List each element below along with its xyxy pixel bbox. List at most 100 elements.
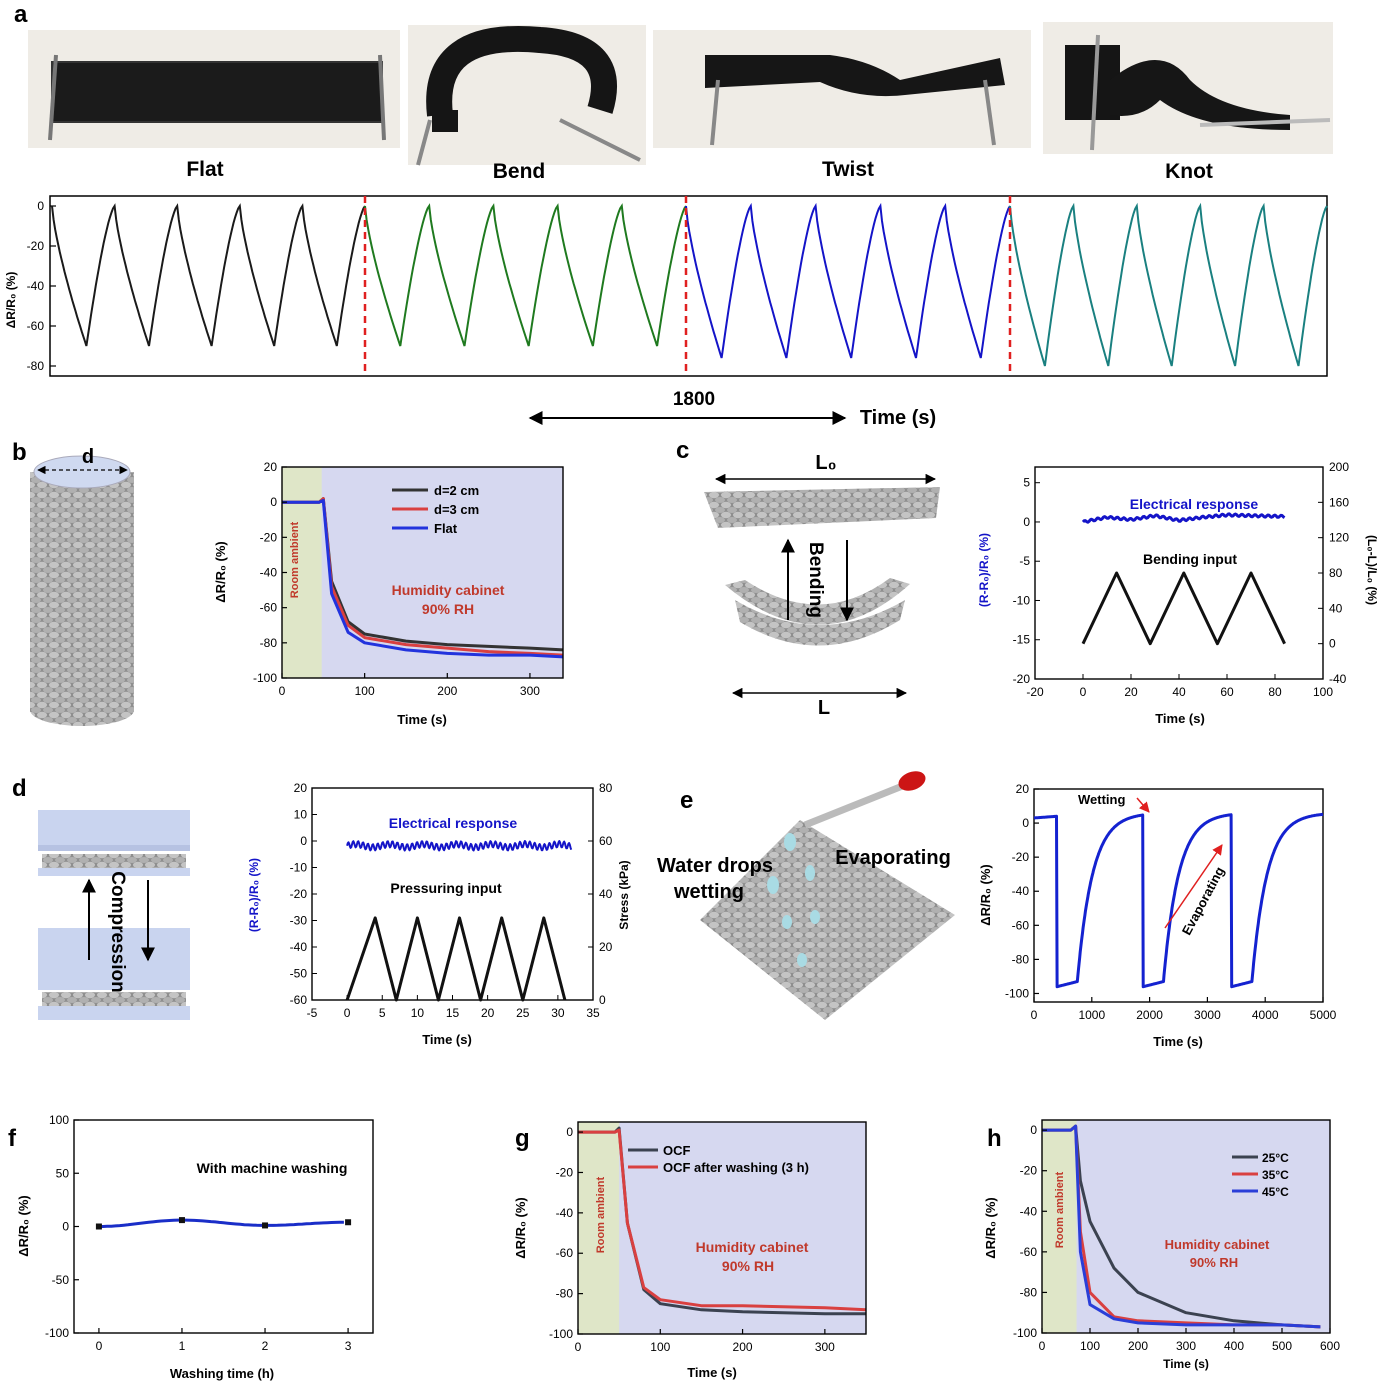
wetting-diagram: Water drops wetting Evaporating — [657, 771, 955, 1020]
d-xtick-label: 0 — [344, 1006, 351, 1020]
chart-g-ytick-label: -100 — [549, 1327, 573, 1341]
c-xtick-label: 60 — [1220, 685, 1234, 699]
e-series — [1033, 812, 1324, 989]
chart-f: 100 50 0 -50 -100 0 1 2 3 With machine washing ΔR/… — [16, 1113, 374, 1381]
b-legend-label: d=2 cm — [434, 483, 479, 498]
water-drops-label-2: wetting — [673, 881, 744, 903]
chart-e-xtick-label: 3000 — [1194, 1008, 1221, 1022]
chart-b-xtick-label: 100 — [355, 684, 375, 698]
d-ytick-right-label: 20 — [599, 940, 613, 954]
e-annot-wetting: Wetting — [1078, 792, 1125, 807]
chart-e: 200-20-40-60-80-1000 1000 2000 3000 4000 5000… — [978, 782, 1337, 1049]
photo-flat — [28, 30, 400, 148]
d-xtick-label: 10 — [411, 1006, 425, 1020]
chart-e-ytick-label: -40 — [1012, 884, 1030, 898]
panel-label-b: b — [12, 439, 27, 466]
d-ytick-label: 20 — [294, 781, 308, 795]
a-ytick-label: -80 — [27, 359, 45, 373]
d-label-bottom: Pressuring input — [390, 880, 502, 896]
c-ytick-label: -5 — [1019, 554, 1030, 568]
panel-label-f: f — [8, 1125, 17, 1152]
chart-e-ytick-label: -20 — [1012, 850, 1030, 864]
c-xlabel: Time (s) — [1155, 711, 1205, 726]
b-region-right-2: 90% RH — [422, 601, 474, 617]
f-series — [98, 1218, 344, 1228]
d-xtick-label: 5 — [379, 1006, 386, 1020]
c-ytick-label: -15 — [1013, 633, 1031, 647]
c-xtick-label: 0 — [1080, 685, 1087, 699]
chart-g-xtick-label: 200 — [733, 1340, 753, 1354]
l0-label: L₀ — [815, 452, 836, 474]
c-ytick-label: -20 — [1013, 672, 1031, 686]
chart-h-xtick-label: 100 — [1080, 1339, 1100, 1353]
b-xlabel: Time (s) — [397, 712, 447, 727]
g-region-ambient — [578, 1122, 620, 1334]
chart-e-xtick-label: 4000 — [1252, 1008, 1279, 1022]
g-xlabel: Time (s) — [687, 1365, 737, 1380]
b-region-left: Room ambient — [289, 521, 301, 598]
c-series-electrical — [1081, 512, 1286, 524]
compression-arrow-label: Compression — [107, 871, 128, 992]
c-ytick-right-label: 160 — [1329, 495, 1349, 509]
chart-g-xtick-label: 300 — [815, 1340, 835, 1354]
e-annot-wetting-arrow — [1136, 797, 1150, 813]
a-series-twist — [685, 202, 1011, 359]
g-series-1 — [578, 1128, 867, 1312]
c-ytick-right-label: 0 — [1329, 637, 1336, 651]
c-xtick-label: 80 — [1268, 685, 1282, 699]
e-annot-evap-arrow — [1164, 844, 1223, 929]
chart-e-ytick-label: -80 — [1012, 952, 1030, 966]
bending-arrow-label: Bending — [805, 542, 826, 618]
chart-g-xtick-label: 100 — [650, 1340, 670, 1354]
g-region-left: Room ambient — [595, 1176, 607, 1253]
a-ytick-label: -40 — [27, 279, 45, 293]
chart-g-axes-frame — [577, 1121, 867, 1335]
chart-g-ytick-label: -80 — [556, 1287, 574, 1301]
g-region-cabinet — [578, 1122, 866, 1334]
h-legend-label: 25°C — [1262, 1151, 1289, 1165]
chart-f-ytick-label: 50 — [56, 1166, 70, 1180]
chart-b-xtick-label: 300 — [520, 684, 540, 698]
c-xtick-label: 40 — [1172, 685, 1186, 699]
b-ylabel: ΔR/R₀ (%) — [213, 541, 228, 602]
chart-f-ytick-label: -50 — [52, 1273, 70, 1287]
chart-b-ytick-label: -20 — [260, 530, 278, 544]
chart-h-xtick-label: 500 — [1272, 1339, 1292, 1353]
f-point — [95, 1223, 102, 1230]
photo-label-twist: Twist — [822, 158, 874, 181]
a-ytick-label: -20 — [27, 239, 45, 253]
chart-f-xtick-label: 3 — [345, 1339, 352, 1353]
d-label-top: Electrical response — [389, 815, 518, 831]
h-legend-label: 45°C — [1262, 1185, 1289, 1199]
a-ytick-label: -60 — [27, 319, 45, 333]
a-series-flat — [51, 203, 366, 347]
c-ytick-right-label: -40 — [1329, 672, 1347, 686]
h-region-right-1: Humidity cabinet — [1165, 1237, 1270, 1252]
b-legend-label: d=3 cm — [434, 502, 479, 517]
f-annotation: With machine washing — [197, 1160, 348, 1176]
chart-f-xtick-label: 1 — [179, 1339, 186, 1353]
c-ytick-label: -10 — [1013, 593, 1031, 607]
panel-label-g: g — [515, 1125, 530, 1152]
d-ytick-label: -40 — [290, 940, 308, 954]
photo-knot — [1043, 22, 1333, 154]
photo-label-knot: Knot — [1165, 160, 1213, 183]
c-xtick-label: 100 — [1313, 685, 1333, 699]
panel-label-e: e — [680, 787, 693, 814]
a-series-bend — [364, 203, 687, 347]
d-ytick-right-label: 80 — [599, 781, 613, 795]
h-xlabel: Time (s) — [1163, 1357, 1209, 1371]
chart-f-xtick-label: 2 — [262, 1339, 269, 1353]
d-series-electrical — [346, 840, 573, 852]
diameter-label: d — [82, 446, 94, 468]
g-ylabel: ΔR/R₀ (%) — [513, 1197, 528, 1258]
g-region-right-2: 90% RH — [722, 1258, 774, 1274]
c-xtick-label: 20 — [1124, 685, 1138, 699]
d-xtick-label: 25 — [516, 1006, 530, 1020]
chart-h-xtick-label: 200 — [1128, 1339, 1148, 1353]
chart-c: 5 0 -5 -10 -15 -20 200 160 120 80 40 0 -40 -20 0 20 40 60… — [977, 460, 1378, 726]
bending-diagram: L₀ Bending L — [704, 452, 940, 719]
chart-b-ytick-label: 20 — [264, 460, 278, 474]
chart-g-ytick-label: -60 — [556, 1246, 574, 1260]
